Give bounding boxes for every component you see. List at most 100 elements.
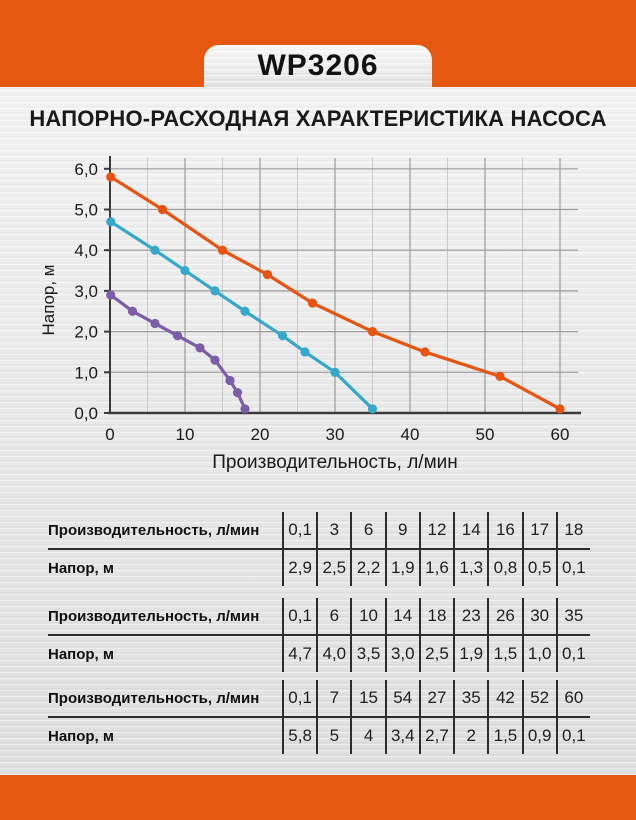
table-cell: 2,2 (350, 550, 384, 586)
table-cell: 1,3 (453, 550, 487, 586)
page-title: НАПОРНО-РАСХОДНАЯ ХАРАКТЕРИСТИКА НАСОСА (29, 106, 607, 131)
table-cell: 12 (418, 512, 453, 548)
table-cell: 54 (384, 680, 419, 716)
table-cell: 0,8 (487, 550, 521, 586)
table-cell: 5,8 (282, 718, 316, 754)
table-cell: 0,1 (282, 512, 316, 548)
table-cell: 3,0 (384, 636, 419, 672)
grid-major (110, 158, 578, 413)
pump-data-table-3: Производительность, л/мин 0,1 7 15 54 27 35 42 5… (48, 680, 590, 754)
model-name: WP3206 (257, 49, 379, 82)
grid-minor (147, 158, 523, 413)
table-cell: 10 (350, 598, 384, 634)
table-cell: 17 (521, 512, 556, 548)
table-cell: 26 (487, 598, 521, 634)
y-axis-title: Напор, м (39, 265, 58, 336)
table-cell: 2,5 (316, 550, 350, 586)
curve-mid-head-marker (240, 306, 250, 316)
table-cell: 5 (316, 718, 350, 754)
y-tick-label: 6,0 (74, 160, 98, 179)
row-label: Напор, м (48, 727, 114, 745)
y-tick-label: 3,0 (74, 282, 98, 301)
curve-low-head-marker (210, 355, 220, 365)
y-tick-label: 4,0 (74, 241, 98, 260)
x-tick-label: 40 (401, 425, 420, 444)
curve-low-head-marker (195, 343, 205, 353)
table-cell: 14 (453, 512, 487, 548)
curve-mid-head-marker (277, 331, 288, 341)
row-label: Напор, м (48, 559, 114, 577)
curve-high-head-marker (157, 204, 168, 215)
table-cell: 0,1 (555, 550, 590, 586)
curve-high-head-marker (555, 404, 565, 414)
x-tick-label: 0 (105, 425, 114, 444)
table-cell: 0,1 (555, 718, 590, 754)
x-tick-label: 30 (326, 425, 345, 444)
table-cell: 0,1 (282, 680, 316, 716)
table-cell: 2,5 (418, 636, 453, 672)
table-cell: 2 (453, 718, 487, 754)
x-axis-title: Производительность, л/мин (212, 452, 458, 473)
curve-mid-head-marker (150, 245, 160, 255)
pump-data-table-2: Производительность, л/мин 0,1 6 10 14 18 23 26 3… (48, 598, 590, 672)
table-cell: 3 (316, 512, 350, 548)
curve-low-head-marker (172, 331, 183, 341)
curve-mid-head-marker (180, 265, 190, 276)
pump-data-table-1: Производительность, л/мин 0,1 3 6 9 12 14 16 17 1… (48, 512, 590, 586)
table-cell: 1,0 (521, 636, 556, 672)
table-cell: 7 (316, 680, 350, 716)
x-tick-label: 50 (476, 425, 495, 444)
table-cell: 9 (384, 512, 419, 548)
curve-mid-head-marker (210, 286, 220, 296)
curve-low-head-marker (240, 404, 250, 414)
table-cell: 18 (418, 598, 453, 634)
curve-high-head-marker (106, 172, 116, 182)
table-cell: 0,5 (521, 550, 556, 586)
table-cell: 2,7 (418, 718, 453, 754)
curve-high-head-marker (420, 347, 430, 357)
table-cell: 15 (350, 680, 384, 716)
table-cell: 4,7 (282, 636, 316, 672)
table-cell: 16 (487, 512, 521, 548)
curve-mid-head-marker (367, 404, 378, 414)
table-cell: 6 (316, 598, 350, 634)
x-tick-label: 20 (251, 425, 270, 444)
table-cell: 2,9 (282, 550, 316, 586)
table-cell: 52 (521, 680, 556, 716)
axis-labels: 6,0 5,0 4,0 3,0 2,0 1,0 0,0 0 10 20 30 40 50 60 Произв… (39, 160, 569, 473)
table-cell: 60 (555, 680, 590, 716)
table-cell: 27 (418, 680, 453, 716)
y-tick-label: 2,0 (74, 323, 98, 342)
y-tick-label: 5,0 (74, 201, 98, 220)
x-tick-label: 10 (176, 425, 195, 444)
axes (104, 156, 581, 415)
table-cell: 42 (487, 680, 521, 716)
curve-mid-head-marker (300, 347, 310, 357)
curve-mid-head-marker (106, 217, 116, 227)
table-cell: 6 (350, 512, 384, 548)
table-cell: 35 (555, 598, 590, 634)
table-cell: 3,4 (384, 718, 419, 754)
curve-high-head-marker (217, 245, 228, 255)
row-label: Напор, м (48, 645, 114, 663)
row-label: Производительность, л/мин (48, 689, 260, 707)
table-cell: 1,9 (384, 550, 419, 586)
pump-curve-chart: 6,0 5,0 4,0 3,0 2,0 1,0 0,0 0 10 20 30 40 50 60 Произв… (39, 156, 581, 473)
table-cell: 1,9 (453, 636, 487, 672)
curve-low-head-marker (225, 375, 235, 386)
row-label: Производительность, л/мин (48, 521, 260, 539)
table-cell: 1,5 (487, 718, 521, 754)
y-tick-label: 0,0 (74, 404, 98, 423)
curve-low-head-marker (150, 318, 160, 329)
x-tick-label: 60 (551, 425, 570, 444)
table-cell: 30 (521, 598, 556, 634)
table-cell: 0,1 (282, 598, 316, 634)
curve-high-head-marker (307, 298, 318, 308)
table-cell: 4,0 (316, 636, 350, 672)
footer-band (0, 775, 636, 820)
table-row: Напор, м 2,9 2,5 2,2 1,9 1,6 1,3 0,8 0,5 0,1 (48, 550, 590, 586)
table-cell: 35 (453, 680, 487, 716)
table-cell: 3,5 (350, 636, 384, 672)
curve-high-head-marker (367, 327, 378, 337)
